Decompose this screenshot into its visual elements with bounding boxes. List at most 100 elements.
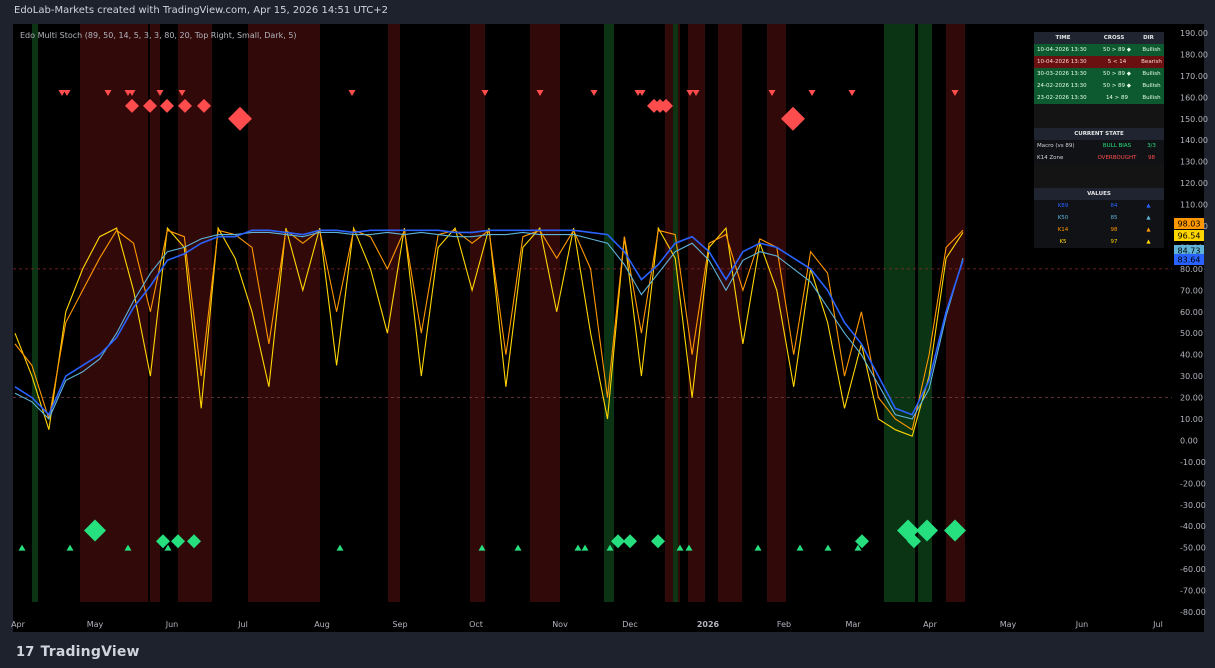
bullish-cross-marker (685, 544, 693, 551)
y-tick-label: 150.00 (1180, 115, 1208, 124)
state-row-cell: OVERBOUGHT (1097, 155, 1137, 161)
spacer-row (1034, 176, 1164, 188)
x-tick-label: Nov (552, 620, 568, 629)
header-time: TIME (1055, 35, 1071, 41)
value-row-cell: 97 (1110, 239, 1118, 245)
state-row-cell: K14 Zone (1037, 155, 1064, 161)
bullish-cross-marker (606, 544, 614, 551)
bullish-diamond-marker (84, 519, 106, 542)
x-tick-label: Sep (392, 620, 407, 629)
last-value-tag (1174, 218, 1204, 229)
bearish-zone (530, 24, 560, 602)
bearish-diamond-marker (781, 106, 805, 131)
bearish-cross-marker (104, 90, 112, 97)
bullish-zone (918, 24, 932, 602)
bearish-zone (688, 24, 705, 602)
y-tick-label: -30.00 (1180, 501, 1206, 510)
x-tick-label: Jun (1075, 620, 1089, 629)
bullish-zone (673, 24, 678, 602)
bearish-zone (470, 24, 485, 602)
value-row: K5 97 ▲ (1034, 236, 1164, 248)
state-row-cell: 3/3 (1147, 143, 1156, 149)
bullish-diamond-marker (623, 534, 637, 549)
bullish-cross-marker (478, 544, 486, 551)
bullish-cross-marker (754, 544, 762, 551)
series-line-k50 (14, 231, 964, 420)
last-value-tag (1174, 230, 1204, 241)
bearish-cross-marker (808, 90, 816, 97)
y-tick-label: -20.00 (1180, 479, 1206, 488)
value-row: K50 85 ▲ (1034, 212, 1164, 224)
bullish-zone (604, 24, 614, 602)
bearish-zone (178, 24, 212, 602)
bearish-zone (946, 24, 965, 602)
header-cross: CROSS (1103, 35, 1125, 41)
value-row-cell: 84 (1110, 203, 1118, 209)
stochastic-chart[interactable]: 190.00 180.00 170.00 160.00 150.00 140.00 130.… (0, 0, 1215, 640)
bearish-diamond-marker (143, 98, 157, 113)
bearish-diamond-marker (160, 98, 174, 113)
bearish-cross-marker (178, 90, 186, 97)
y-tick-label: 80.00 (1180, 265, 1203, 274)
table-header-row: TIME CROSS DIR (1034, 32, 1164, 44)
state-title: CURRENT STATE (1034, 128, 1164, 140)
bearish-cross-marker (128, 90, 136, 97)
value-row-cell: ▲ (1146, 239, 1151, 245)
bullish-diamond-marker (944, 519, 966, 542)
bullish-cross-marker (796, 544, 804, 551)
series-line-k89 (14, 229, 964, 417)
header-text: EdoLab-Markets created with TradingView.… (14, 5, 389, 16)
y-tick-label: 40.00 (1180, 351, 1203, 360)
spacer-row (1034, 116, 1164, 128)
x-tick-label: Jun (165, 620, 179, 629)
y-tick-label: 60.00 (1180, 308, 1203, 317)
bearish-cross-marker (692, 90, 700, 97)
tradingview-logo[interactable]: 𝟭𝟳 TradingView (16, 644, 140, 660)
state-row-cell: 98 (1148, 155, 1155, 161)
bullish-zone (884, 24, 915, 602)
bearish-zone (150, 24, 160, 602)
bullish-diamond-marker (611, 534, 625, 549)
x-tick-label: May (87, 620, 104, 629)
bullish-zone (32, 24, 38, 602)
bearish-zone (80, 24, 148, 602)
x-tick-label: 2026 (697, 620, 720, 629)
tradingview-logo-icon: 𝟭𝟳 (16, 645, 35, 660)
y-tick-label: 160.00 (1180, 93, 1208, 102)
table-row-cell: Bullish (1142, 95, 1161, 101)
state-row: Macro (vs 89) BULL BIAS 3/3 (1034, 140, 1164, 152)
bullish-cross-marker (824, 544, 832, 551)
bearish-diamond-marker (125, 98, 139, 113)
value-row-cell: ▲ (1146, 215, 1151, 221)
bullish-cross-marker (514, 544, 522, 551)
x-tick-label: Aug (314, 620, 330, 629)
table-row-cell: Bullish (1142, 47, 1161, 53)
spacer-row (1034, 164, 1164, 176)
bearish-cross-marker (768, 90, 776, 97)
value-row-cell: ▲ (1146, 203, 1151, 209)
bullish-cross-marker (336, 544, 344, 551)
bearish-diamond-marker (197, 98, 211, 113)
value-row-cell: K89 (1057, 203, 1069, 209)
y-tick-label: -60.00 (1180, 565, 1206, 574)
bearish-cross-marker (481, 90, 489, 97)
x-tick-label: Apr (923, 620, 938, 629)
bullish-cross-marker (124, 544, 132, 551)
y-tick-label: 140.00 (1180, 136, 1208, 145)
table-row-cell: 10-04-2026 13:30 (1037, 47, 1087, 53)
indicator-title[interactable]: Edo Multi Stoch (89, 50, 14, 5, 3, 3, 80… (20, 31, 297, 40)
table-row-cell: 24-02-2026 13:30 (1037, 83, 1087, 89)
table-row-cell: Bullish (1142, 83, 1161, 89)
bullish-diamond-marker (916, 519, 938, 542)
bullish-diamond-marker (171, 534, 185, 549)
y-tick-label: 170.00 (1180, 72, 1208, 81)
table-row-cell: Bullish (1142, 71, 1161, 77)
x-tick-label: May (1000, 620, 1017, 629)
table-row-cell: 10-04-2026 13:30 (1037, 59, 1087, 65)
state-row: K14 Zone OVERBOUGHT 98 (1034, 152, 1164, 164)
table-row: 10-04-2026 13:30 5 < 14 Bearish (1034, 56, 1164, 68)
value-row-cell: K50 (1057, 215, 1069, 221)
last-value-label: 84.73 (1178, 247, 1201, 256)
x-tick-label: Apr (11, 620, 26, 629)
bullish-diamond-marker (855, 534, 869, 549)
